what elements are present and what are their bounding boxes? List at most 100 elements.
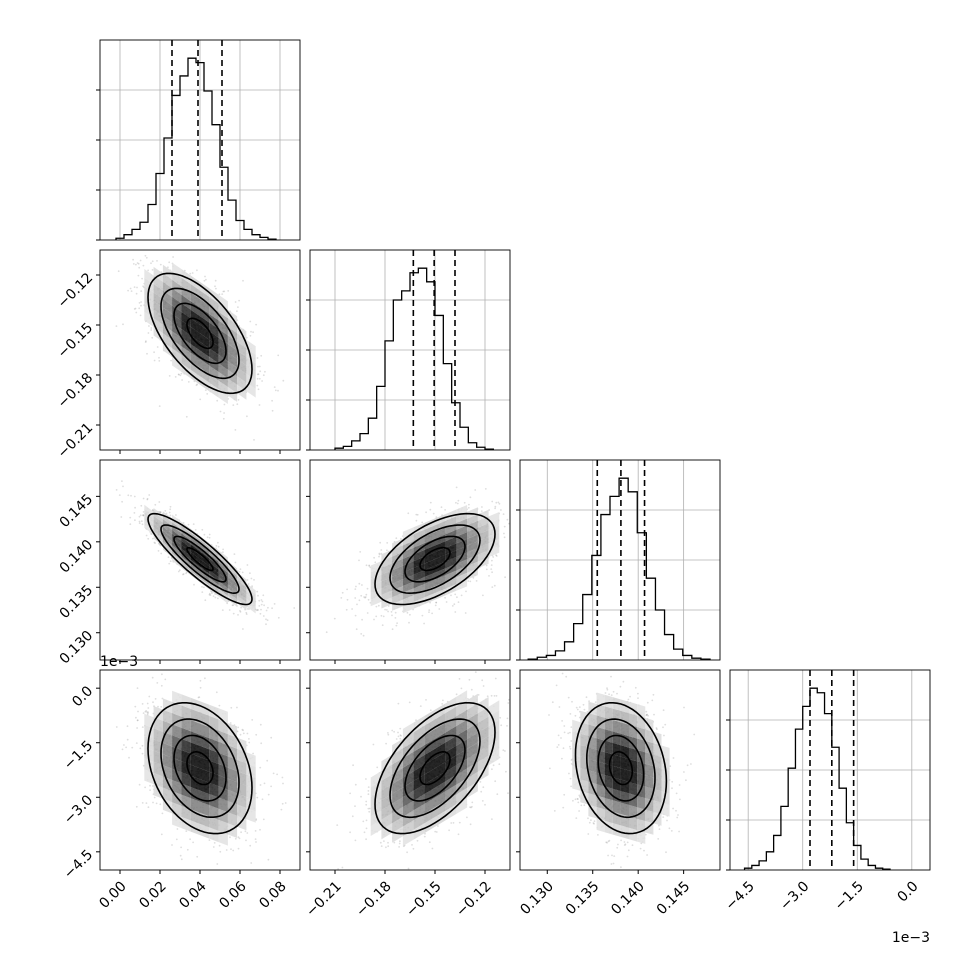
scatter-point xyxy=(394,617,397,619)
scatter-point xyxy=(177,373,180,376)
scatter-point xyxy=(205,278,207,281)
scatter-point xyxy=(355,585,357,588)
scatter-point xyxy=(168,562,171,565)
density-cell xyxy=(209,570,219,582)
scatter-point xyxy=(358,559,360,562)
scatter-point xyxy=(265,609,268,612)
scatter-point xyxy=(219,410,222,413)
scatter-point xyxy=(234,561,237,564)
scatter-point xyxy=(138,520,141,523)
scatter-point xyxy=(127,289,129,292)
scatter-point xyxy=(215,545,218,547)
scatter-point xyxy=(227,290,230,292)
scatter-point xyxy=(164,510,167,512)
scatter-point xyxy=(217,541,219,544)
scatter-point xyxy=(121,500,123,503)
density-cell xyxy=(172,526,182,538)
scatter-point xyxy=(209,592,211,595)
scatter-point xyxy=(494,507,496,510)
scatter-point xyxy=(495,554,497,557)
scatter-point xyxy=(145,340,147,343)
scatter-point xyxy=(358,599,361,602)
scatter-point xyxy=(387,610,389,613)
density-cell xyxy=(227,580,238,592)
scatter-point xyxy=(159,511,162,514)
scatter-point xyxy=(261,600,264,603)
scatter-point xyxy=(178,569,181,572)
scatter-point xyxy=(237,306,239,308)
density-cell xyxy=(218,294,228,310)
density-cell xyxy=(246,339,256,355)
scatter-point xyxy=(196,383,199,386)
density-cell xyxy=(227,344,238,359)
scatter-point xyxy=(491,559,493,562)
scatter-point xyxy=(451,605,454,607)
scatter-point xyxy=(142,514,145,517)
density-cell xyxy=(144,504,154,516)
scatter-point xyxy=(192,523,195,525)
scatter-point xyxy=(168,511,171,514)
scatter-point xyxy=(258,599,261,602)
contour-4 xyxy=(147,512,253,606)
scatter-point xyxy=(222,417,225,420)
scatter-point xyxy=(145,534,148,537)
scatter-point xyxy=(201,586,203,588)
scatter-point xyxy=(232,612,235,615)
scatter-point xyxy=(245,611,248,614)
density-cell xyxy=(162,273,173,289)
scatter-point xyxy=(356,603,358,606)
density-cell xyxy=(172,530,182,541)
scatter-point xyxy=(512,565,514,567)
density-cell xyxy=(190,551,200,563)
scatter-point xyxy=(485,564,488,567)
scatter-point xyxy=(239,609,241,612)
density-cell xyxy=(153,275,163,291)
density-cell xyxy=(200,324,210,340)
scatter-point xyxy=(258,605,261,607)
scatter-point xyxy=(140,520,143,523)
density-cell xyxy=(209,356,219,372)
scatter-point xyxy=(261,380,263,382)
density-cell xyxy=(144,277,154,293)
scatter-point xyxy=(265,618,267,621)
scatter-point xyxy=(223,403,226,406)
scatter-point xyxy=(152,537,154,540)
scatter-point xyxy=(142,264,145,267)
scatter-point xyxy=(365,593,368,596)
density-cell xyxy=(227,576,238,588)
scatter-point xyxy=(222,290,225,293)
scatter-point xyxy=(129,523,132,526)
scatter-point xyxy=(391,628,394,631)
scatter-point xyxy=(146,352,148,355)
scatter-point xyxy=(231,604,234,607)
density-cell xyxy=(172,296,182,312)
scatter-point xyxy=(208,536,211,539)
density-cell xyxy=(190,318,200,334)
scatter-point xyxy=(179,374,182,377)
scatter-point xyxy=(193,583,195,586)
density-cell xyxy=(153,531,163,543)
scatter-point xyxy=(497,501,500,504)
scatter-point xyxy=(428,609,431,611)
scatter-point xyxy=(415,513,418,516)
scatter-point xyxy=(463,501,466,504)
panel-frame xyxy=(99,39,301,241)
scatter-point xyxy=(293,607,296,609)
scatter-point xyxy=(361,584,363,586)
scatter-point xyxy=(246,564,249,566)
scatter-point xyxy=(168,261,171,264)
scatter-point xyxy=(142,285,144,288)
scatter-point xyxy=(233,553,236,555)
scatter-point xyxy=(378,553,381,556)
scatter-point xyxy=(508,522,510,525)
scatter-point xyxy=(122,323,124,326)
scatter-point xyxy=(444,596,446,599)
scatter-point xyxy=(406,611,409,614)
scatter-point xyxy=(460,594,463,597)
scatter-point xyxy=(438,608,441,610)
density-cell xyxy=(181,311,191,327)
scatter-point xyxy=(158,405,161,407)
scatter-point xyxy=(435,601,438,604)
scatter-point xyxy=(381,624,384,627)
scatter-point xyxy=(172,256,174,258)
